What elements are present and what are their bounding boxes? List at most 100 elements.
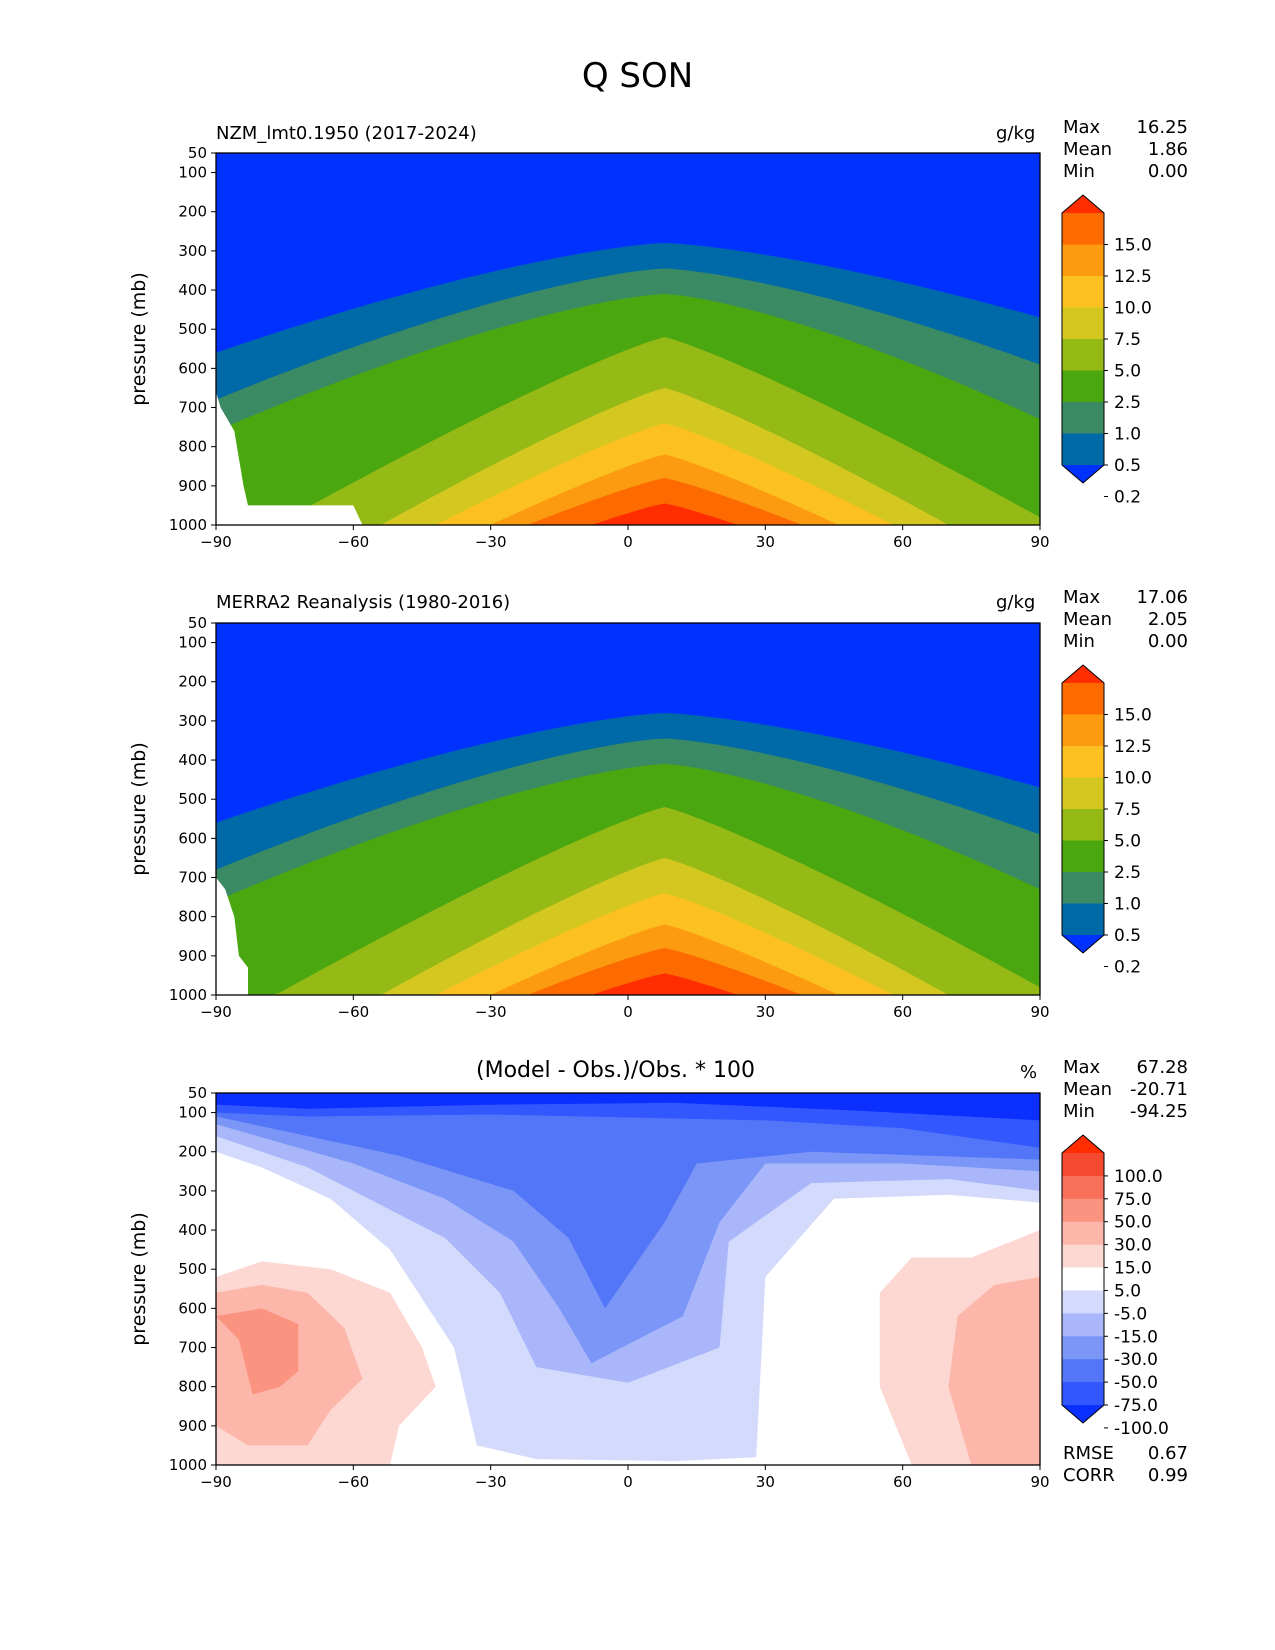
- colorbar-segment: [1062, 402, 1104, 434]
- stat-min-value-obs: 0.00: [1147, 631, 1188, 652]
- colorbar-extend-top: [1062, 1135, 1104, 1153]
- colorbar-segment: [1062, 1313, 1104, 1337]
- stat-mean-label-model: Mean: [1063, 139, 1113, 160]
- y-tick-label: 50: [188, 614, 207, 632]
- x-tick-label: 0: [623, 1003, 633, 1021]
- stat-mean-value-obs: 2.05: [1147, 609, 1188, 630]
- x-tick-label: −60: [338, 1473, 370, 1491]
- x-tick-label: −60: [338, 1003, 370, 1021]
- contour-field-obs: [216, 623, 1040, 995]
- stat-mean-value-diff: -20.71: [1129, 1079, 1188, 1100]
- contour-band-neg-100: [216, 1093, 1040, 1121]
- stat-rmse-value: 0.67: [1147, 1443, 1188, 1464]
- contour-band-9: [216, 973, 1040, 995]
- x-tick-label: 60: [893, 533, 912, 551]
- colorbar-segment: [1062, 213, 1104, 245]
- colorbar-label: 10.0: [1114, 299, 1152, 319]
- stat-max-label-obs: Max: [1063, 587, 1101, 608]
- x-tick-label: −60: [338, 533, 370, 551]
- colorbar-label: 0.2: [1114, 958, 1141, 978]
- colorbar-label: 15.0: [1114, 706, 1152, 726]
- colorbar-segment: [1062, 1267, 1104, 1291]
- x-tick-label: 90: [1030, 1473, 1049, 1491]
- unit-label-diff: %: [1020, 1062, 1038, 1083]
- y-tick-label: 1000: [169, 1456, 207, 1474]
- colorbar-segment: [1062, 872, 1104, 904]
- x-tick-label: −30: [475, 1003, 507, 1021]
- stat-min-label-diff: Min: [1063, 1101, 1095, 1122]
- y-tick-label: 50: [188, 1084, 207, 1102]
- y-tick-label: 700: [178, 399, 207, 417]
- colorbar-segment: [1062, 903, 1104, 936]
- colorbar-segment: [1062, 777, 1104, 810]
- colorbar-segment: [1062, 1153, 1104, 1177]
- colorbar-segment: [1062, 1244, 1104, 1269]
- colorbar-label: 30.0: [1114, 1236, 1152, 1256]
- y-tick-label: 500: [178, 790, 207, 808]
- y-tick-label: 300: [178, 242, 207, 260]
- y-tick-label: 600: [178, 829, 207, 847]
- y-tick-label: 300: [178, 1182, 207, 1200]
- x-tick-label: 0: [623, 533, 633, 551]
- axes-model: −90 −60 −30 0 30 60 90 50 100 200 300 400 500 600 700 8…: [128, 144, 1050, 551]
- colorbar-label: 15.0: [1114, 1259, 1152, 1279]
- stat-min-value-diff: -94.25: [1129, 1101, 1188, 1122]
- y-axis-label: pressure (mb): [128, 1212, 150, 1346]
- colorbar-label: 1.0: [1114, 895, 1141, 915]
- unit-label-obs: g/kg: [996, 592, 1036, 613]
- y-tick-label: 1000: [169, 516, 207, 534]
- colorbar-segment: [1062, 746, 1104, 778]
- y-tick-label: 200: [178, 673, 207, 691]
- x-tick-label: −30: [475, 533, 507, 551]
- stat-mean-label-diff: Mean: [1063, 1079, 1113, 1100]
- x-tick-label: 30: [756, 533, 775, 551]
- x-tick-label: 30: [756, 1473, 775, 1491]
- y-tick-label: 400: [178, 281, 207, 299]
- colorbar-extend-top: [1062, 195, 1104, 213]
- panel-title-model: NZM_lmt0.1950 (2017-2024): [216, 123, 477, 144]
- colorbar-label: 12.5: [1114, 737, 1152, 757]
- stat-min-label-obs: Min: [1063, 631, 1095, 652]
- x-tick-label: 90: [1030, 533, 1049, 551]
- x-tick-label: 90: [1030, 1003, 1049, 1021]
- panel-title-obs: MERRA2 Reanalysis (1980-2016): [216, 592, 511, 613]
- colorbar-label: 5.0: [1114, 362, 1141, 382]
- stat-rmse-label: RMSE: [1063, 1443, 1114, 1464]
- stat-min-value-model: 0.00: [1147, 161, 1188, 182]
- stat-max-label-model: Max: [1063, 117, 1101, 138]
- x-tick-label: 0: [623, 1473, 633, 1491]
- x-tick-label: −30: [475, 1473, 507, 1491]
- y-tick-label: 100: [178, 1104, 207, 1122]
- contour-band-8: [216, 478, 1040, 525]
- colorbar-label: -100.0: [1114, 1419, 1169, 1439]
- contour-band-pos-15-right: [948, 1277, 1040, 1465]
- y-tick-label: 100: [178, 164, 207, 182]
- y-tick-label: 100: [178, 634, 207, 652]
- colorbar-label: -50.0: [1114, 1373, 1158, 1393]
- stat-max-value-obs: 17.06: [1136, 587, 1188, 608]
- y-tick-label: 300: [178, 712, 207, 730]
- x-tick-label: 60: [893, 1003, 912, 1021]
- colorbar-extend-top: [1062, 665, 1104, 683]
- colorbar-segment: [1062, 809, 1104, 841]
- colorbar-segment: [1062, 370, 1104, 403]
- x-tick-label: −90: [200, 1003, 232, 1021]
- figure-title: Q SON: [581, 56, 694, 96]
- y-tick-label: 600: [178, 1299, 207, 1317]
- contour-band-pos-30-left: [216, 1308, 299, 1395]
- colorbar-label: 2.5: [1114, 393, 1141, 413]
- colorbar-segment: [1062, 433, 1104, 466]
- stat-max-label-diff: Max: [1063, 1057, 1101, 1078]
- colorbar-segment: [1062, 339, 1104, 371]
- colorbar-label: 5.0: [1114, 832, 1141, 852]
- colorbar-label: 2.5: [1114, 863, 1141, 883]
- x-tick-label: −90: [200, 533, 232, 551]
- colorbar-segment: [1062, 1198, 1104, 1223]
- contour-field-diff: [216, 1093, 1040, 1465]
- x-tick-label: −90: [200, 1473, 232, 1491]
- colorbar-segment: [1062, 244, 1104, 277]
- y-tick-label: 200: [178, 1143, 207, 1161]
- y-axis-label: pressure (mb): [128, 742, 150, 876]
- colorbar-label: 75.0: [1114, 1190, 1152, 1210]
